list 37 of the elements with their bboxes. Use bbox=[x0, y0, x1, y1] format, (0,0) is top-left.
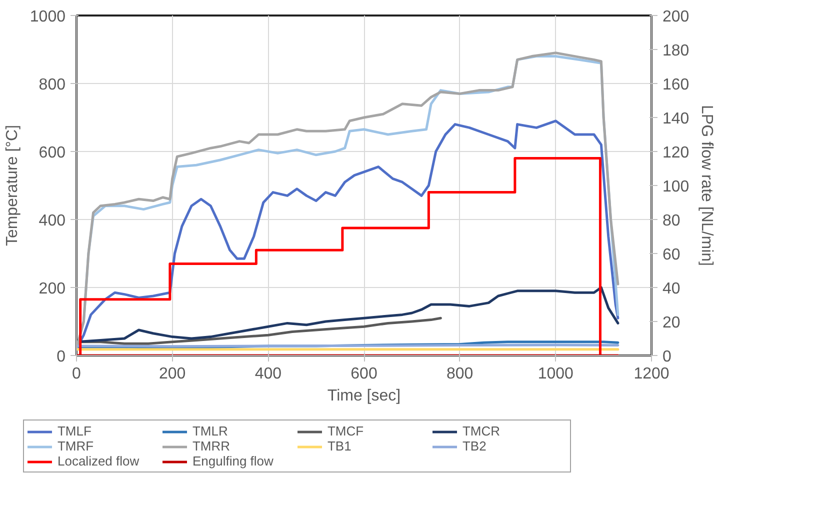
y2-tick-label: 40 bbox=[662, 280, 680, 298]
legend-label: TMLF bbox=[57, 424, 92, 438]
y-tick-label: 800 bbox=[38, 76, 66, 94]
legend-label: TMRR bbox=[192, 438, 232, 454]
legend-label: TMRF bbox=[57, 438, 95, 454]
y2-tick-label: 180 bbox=[662, 42, 690, 60]
y2-tick-label: 160 bbox=[662, 76, 690, 94]
x-tick-label: 400 bbox=[254, 366, 282, 382]
y2-tick-label: 0 bbox=[662, 348, 672, 366]
y2-tick-label: 120 bbox=[662, 144, 690, 162]
y-axis-title: Temperature [°C] bbox=[4, 124, 21, 246]
legend-label: TB2 bbox=[462, 438, 488, 454]
y-tick-label: 200 bbox=[38, 280, 66, 298]
legend-label: TB1 bbox=[327, 438, 352, 454]
y2-tick-label: 20 bbox=[662, 314, 680, 332]
legend-label: TMCR bbox=[462, 424, 502, 438]
x-tick-label: 800 bbox=[446, 366, 474, 382]
legend-label: Engulfing flow bbox=[192, 454, 274, 468]
y2-tick-label: 60 bbox=[662, 246, 680, 264]
y-tick-label: 600 bbox=[38, 144, 66, 162]
y2-tick-label: 200 bbox=[662, 8, 690, 26]
legend-label: TMCF bbox=[327, 424, 365, 438]
x-tick-label: 1200 bbox=[634, 366, 670, 382]
x-tick-label: 200 bbox=[158, 366, 186, 382]
y2-tick-label: 80 bbox=[662, 212, 680, 230]
y-tick-label: 0 bbox=[56, 348, 66, 366]
x-tick-label: 0 bbox=[72, 366, 82, 382]
y-tick-label: 400 bbox=[38, 212, 66, 230]
x-tick-label: 1000 bbox=[538, 366, 574, 382]
y2-tick-label: 100 bbox=[662, 178, 690, 196]
x-tick-label: 600 bbox=[350, 366, 378, 382]
legend-label: TMLR bbox=[192, 424, 229, 438]
y2-axis-title: LPG flow rate [NL/min] bbox=[698, 105, 716, 266]
legend-label: Localized flow bbox=[57, 454, 140, 468]
y2-tick-label: 140 bbox=[662, 110, 690, 128]
y-tick-label: 1000 bbox=[30, 8, 66, 26]
x-axis-title: Time [sec] bbox=[327, 388, 401, 404]
